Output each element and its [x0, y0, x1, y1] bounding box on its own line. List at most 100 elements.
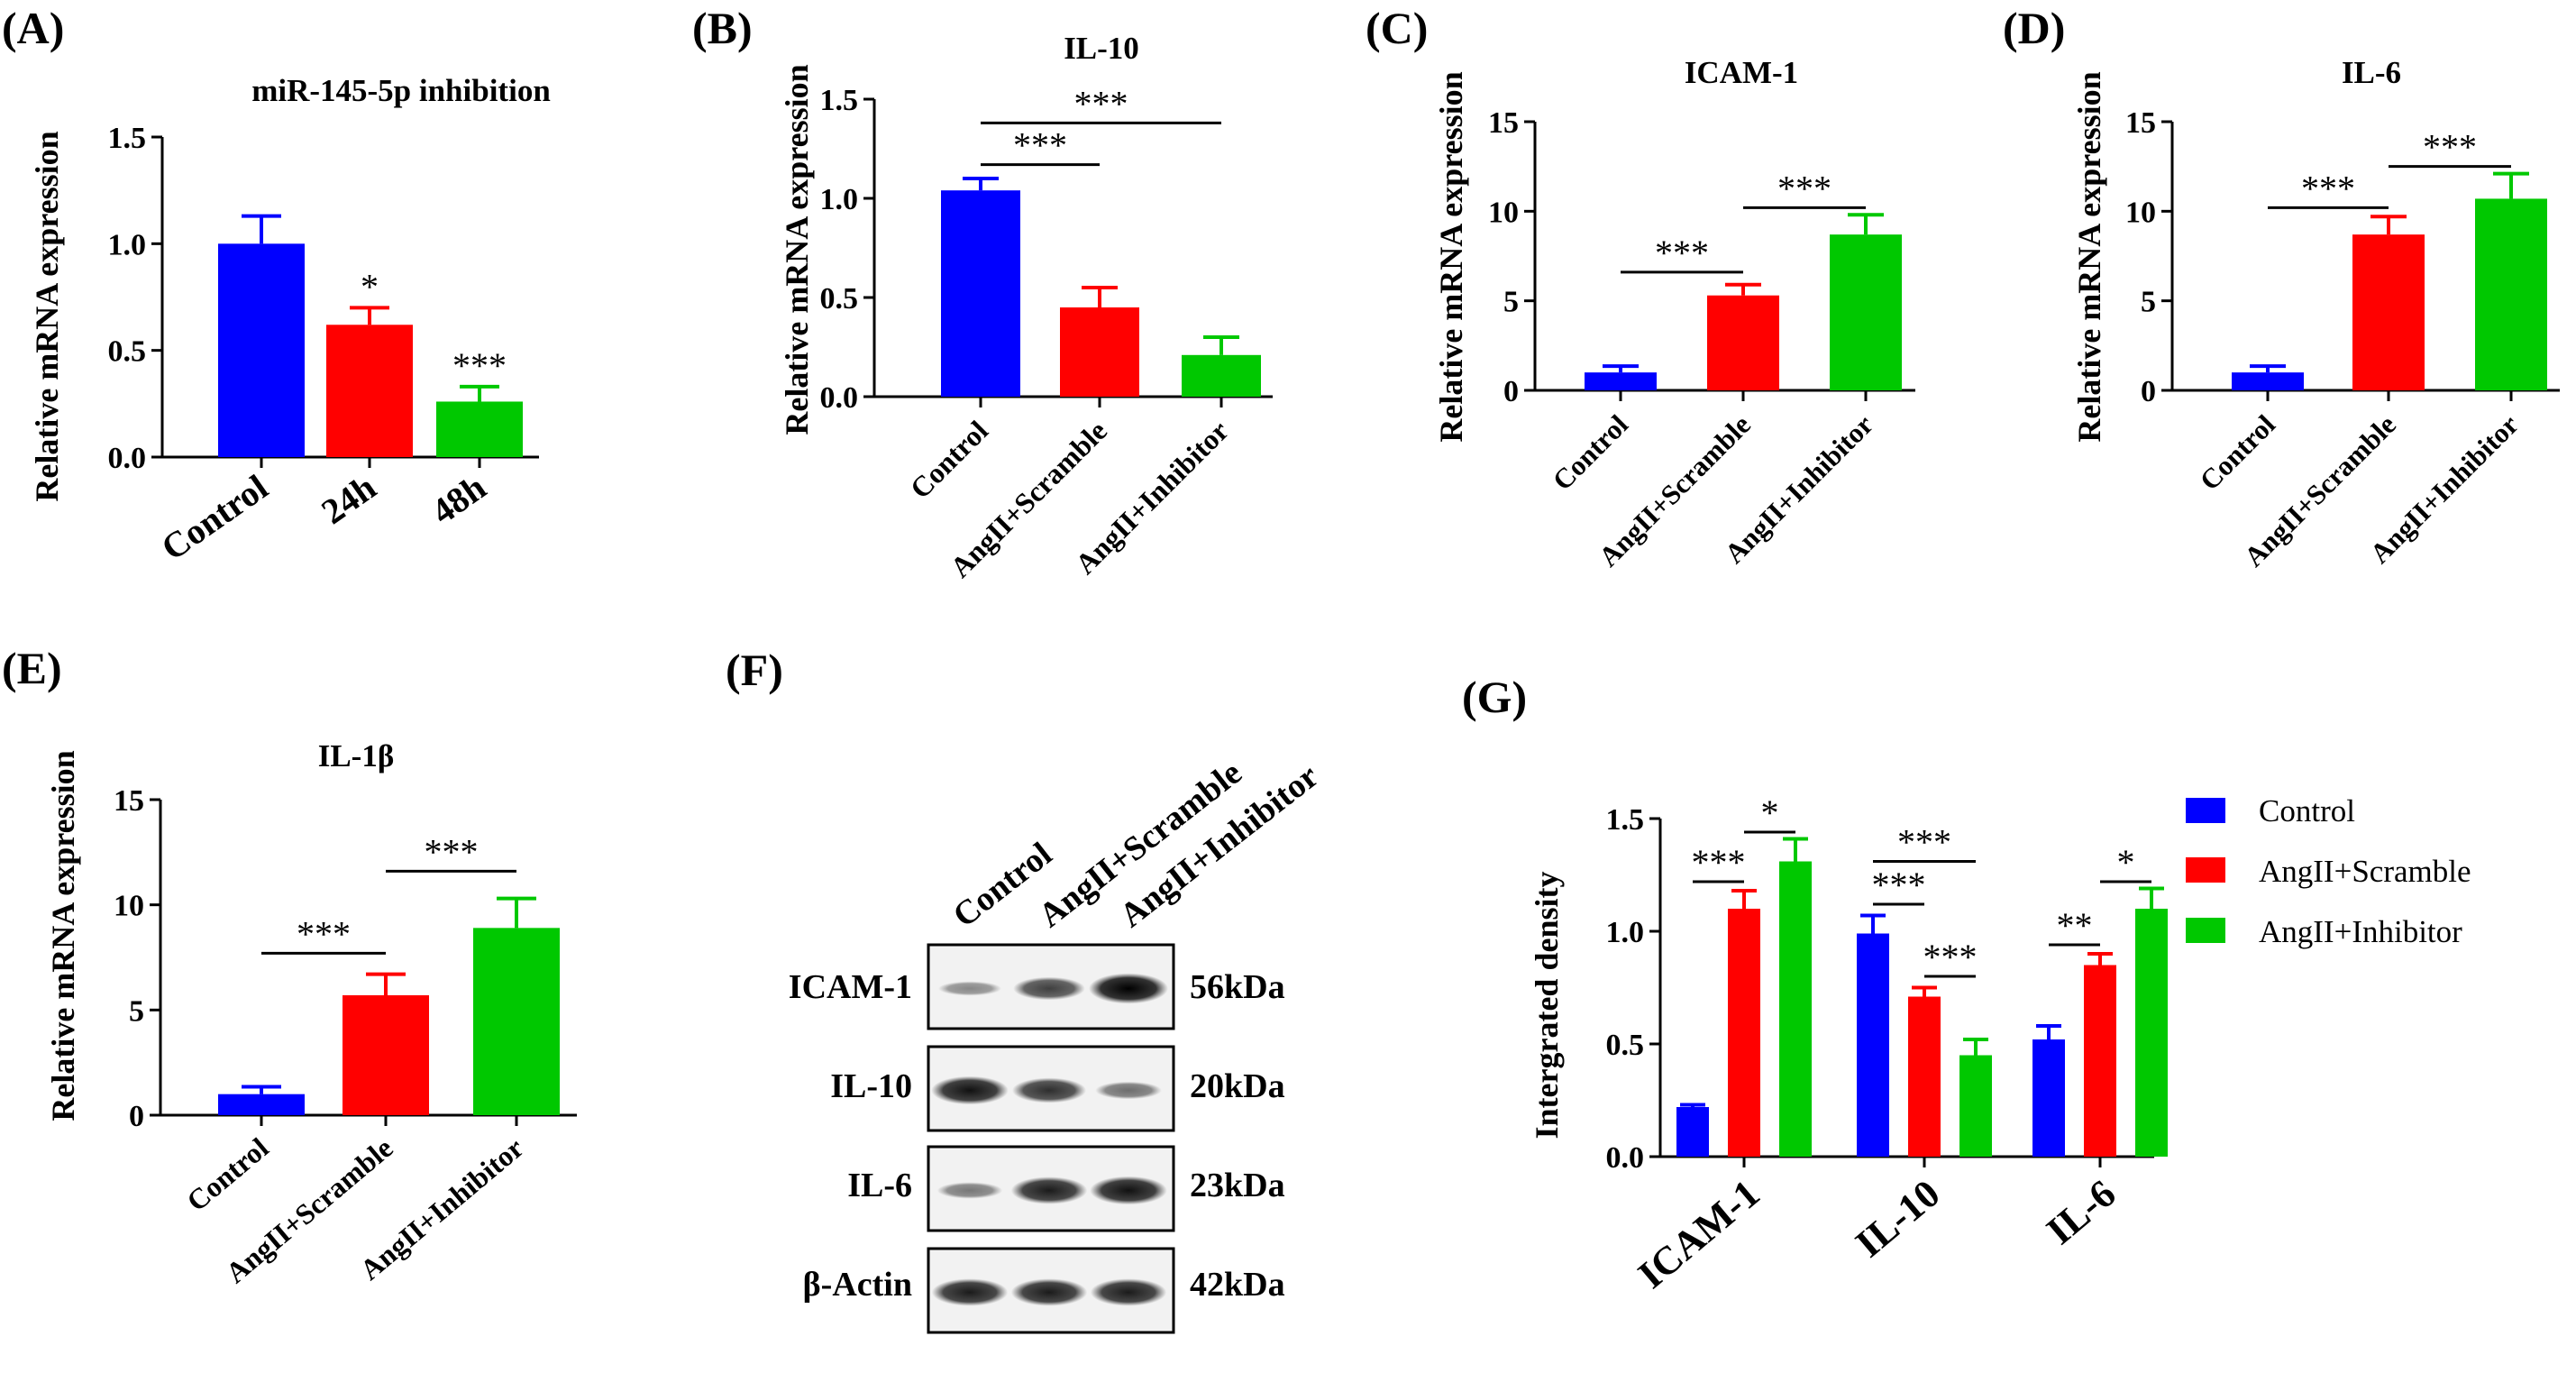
y-tick-label: 0.0	[1606, 1141, 1645, 1175]
significance-label: ***	[1872, 865, 1926, 905]
bar	[2352, 234, 2425, 390]
y-tick-label: 0.5	[1606, 1029, 1645, 1062]
significance-label: *	[361, 266, 379, 307]
significance-label: **	[2057, 905, 2093, 946]
x-tick-label: Control	[154, 467, 275, 569]
kda-label-il6: 23kDa	[1190, 1167, 1285, 1204]
y-tick-label: 0	[1503, 375, 1519, 408]
blot-band	[931, 1278, 1009, 1306]
blot-band	[1089, 973, 1168, 1004]
panel-a-mir145-inhibition: (A) miR-145-5p inhibition Relative mRNA …	[2, 3, 551, 568]
x-tick-label: Control	[2194, 408, 2282, 497]
significance-label: ***	[2423, 127, 2477, 168]
legend-label-inhibitor: AngII+Inhibitor	[2259, 914, 2462, 949]
bar	[2084, 965, 2116, 1157]
blot-band	[1090, 1278, 1167, 1306]
bar	[1959, 1055, 1992, 1157]
panel-d-il6-mrna: (D) IL-6 Relative mRNA expression 0 5 10 15…	[2003, 3, 2560, 572]
y-tick-label: 5	[1503, 286, 1519, 319]
significance-label: ***	[297, 913, 351, 954]
bar	[941, 190, 1020, 397]
significance-label: ***	[1655, 233, 1709, 273]
legend-label-control: Control	[2259, 793, 2355, 828]
blot-band	[1013, 976, 1085, 1001]
protein-label-il6: IL-6	[847, 1167, 912, 1204]
protein-label-icam1: ICAM-1	[789, 968, 912, 1006]
y-tick-label: 0	[129, 1100, 144, 1133]
y-tick-label: 10	[2125, 196, 2156, 229]
y-tick-label: 0	[2141, 375, 2156, 408]
y-axis-label: Relative mRNA expression	[1433, 71, 1469, 442]
y-tick-label: 10	[1488, 196, 1519, 229]
significance-label: ***	[1777, 168, 1832, 208]
significance-label: *	[2117, 842, 2135, 883]
bar	[1728, 909, 1760, 1157]
legend-swatch-scramble	[2186, 857, 2225, 883]
bar	[326, 325, 413, 457]
bar	[1676, 1107, 1709, 1157]
significance-label: ***	[1923, 937, 1978, 977]
y-tick-label: 1.5	[820, 84, 859, 117]
bar	[1060, 307, 1139, 397]
y-tick-label: 0.5	[820, 282, 859, 316]
y-axis-label: Relative mRNA expression	[779, 64, 815, 435]
lane-label-control: Control	[946, 835, 1059, 935]
protein-label-il10: IL-10	[830, 1067, 912, 1105]
bar	[1908, 996, 1941, 1157]
panel-b-il10-mrna: (B) IL-10 Relative mRNA expression 0.0 0.…	[692, 3, 1273, 583]
y-tick-label: 15	[2125, 106, 2156, 140]
y-axis-label: Intergrated density	[1529, 872, 1565, 1140]
blot-band	[1095, 1081, 1162, 1100]
kda-label-actin: 42kDa	[1190, 1266, 1285, 1304]
blot-band	[938, 981, 1001, 996]
panel-f-western-blot: (F) Control AngII+Scramble AngII+Inhibit…	[726, 645, 1326, 1334]
significance-label: ***	[425, 831, 479, 872]
panel-label-c: (C)	[1366, 3, 1428, 53]
kda-label-icam1: 56kDa	[1190, 968, 1285, 1006]
blot-band	[936, 1182, 1003, 1199]
y-tick-label: 15	[1488, 106, 1519, 140]
kda-label-il10: 20kDa	[1190, 1067, 1285, 1105]
x-tick-label: Control	[903, 414, 994, 505]
y-tick-label: 5	[129, 994, 144, 1028]
bar	[1830, 234, 1902, 390]
legend: Control AngII+Scramble AngII+Inhibitor	[2186, 793, 2471, 949]
significance-label: ***	[452, 345, 507, 386]
bar	[436, 401, 523, 457]
y-tick-label: 1.5	[1606, 803, 1645, 837]
legend-swatch-control	[2186, 798, 2225, 823]
bar	[1857, 933, 1889, 1157]
bar	[343, 995, 429, 1115]
blot-band	[1090, 1176, 1167, 1205]
chart-title: IL-1β	[318, 738, 395, 773]
x-tick-label: ICAM-1	[1630, 1171, 1768, 1297]
bar	[1707, 295, 1779, 390]
blot-band	[1012, 1077, 1086, 1103]
legend-swatch-inhibitor	[2186, 918, 2225, 943]
panel-c-icam1-mrna: (C) ICAM-1 Relative mRNA expression 0 5 10…	[1366, 3, 1915, 572]
significance-label: ***	[1692, 842, 1746, 883]
panel-e-il1b-mrna: (E) IL-1β Relative mRNA expression 0 5 10 1…	[2, 643, 577, 1289]
chart-title: ICAM-1	[1685, 55, 1798, 90]
bar	[2135, 909, 2168, 1157]
x-tick-label: IL-10	[1847, 1171, 1948, 1266]
y-axis-label: Relative mRNA expression	[45, 750, 81, 1121]
x-tick-label: Control	[1547, 408, 1635, 497]
panel-label-a: (A)	[2, 3, 64, 53]
y-tick-label: 1.5	[108, 122, 147, 155]
bar	[1182, 354, 1261, 397]
y-tick-label: 1.0	[1606, 916, 1645, 949]
bar	[473, 928, 560, 1115]
y-tick-label: 15	[114, 784, 144, 818]
panel-g-integrated-density: (G) Intergrated density 0.0 0.5 1.0 1.5 ICAM…	[1462, 672, 2168, 1297]
bar	[218, 1094, 305, 1115]
x-tick-label: Control	[180, 1131, 274, 1218]
bar	[2232, 372, 2304, 390]
panel-label-b: (B)	[692, 3, 753, 53]
bar	[1779, 861, 1812, 1157]
bar	[2475, 198, 2547, 390]
blot-band	[1010, 1278, 1088, 1306]
y-tick-label: 5	[2141, 286, 2156, 319]
panel-label-d: (D)	[2003, 3, 2065, 53]
